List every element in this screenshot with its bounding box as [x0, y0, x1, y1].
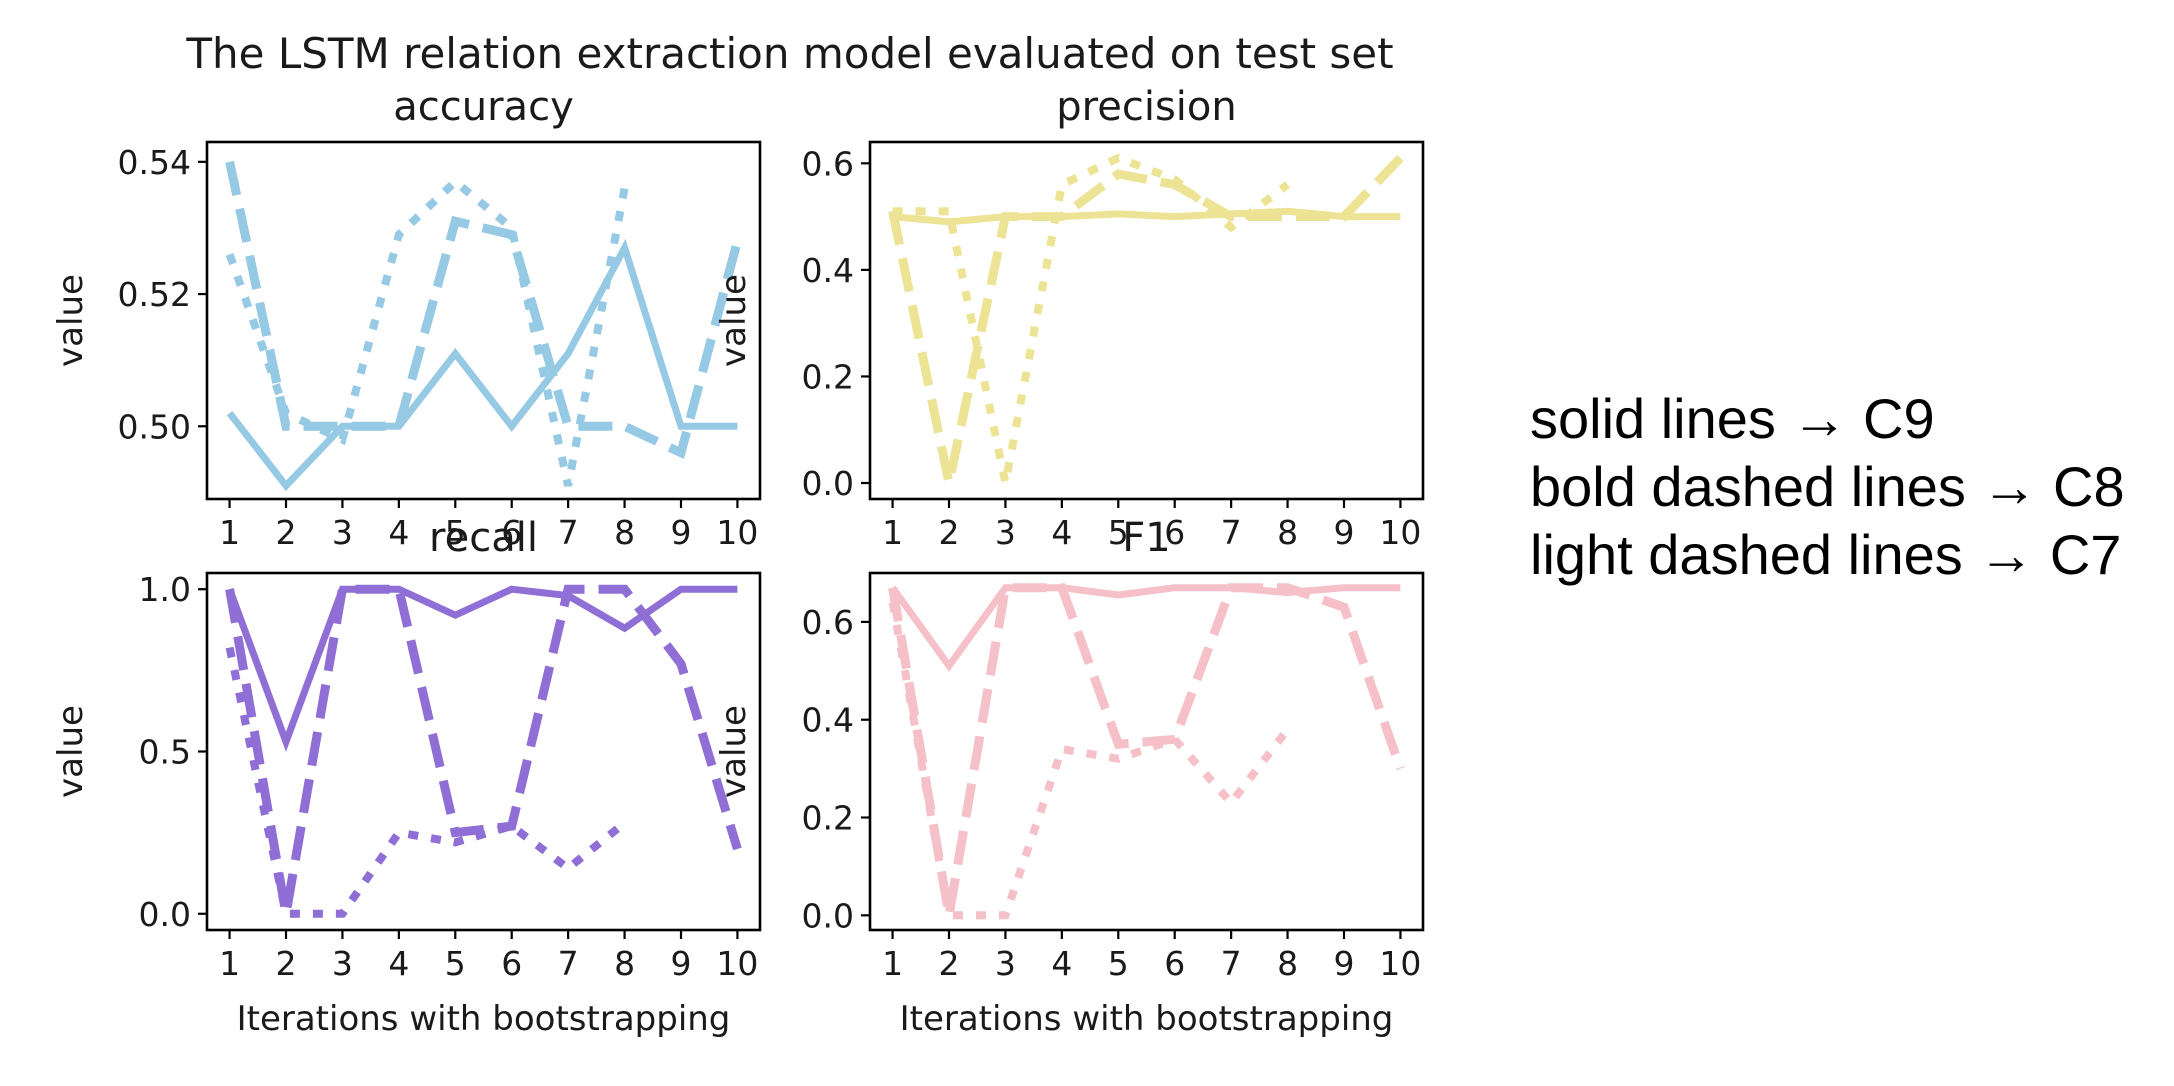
x-tick-label: 8 [614, 944, 635, 983]
y-tick-label: 0.2 [802, 357, 854, 396]
y-tick-label: 0.0 [139, 895, 191, 934]
x-tick-label: 7 [558, 944, 579, 983]
x-tick-label: 7 [558, 513, 579, 552]
y-tick-label: 0.5 [139, 733, 191, 772]
x-tick-label: 3 [332, 513, 353, 552]
legend-entry-light-dashed: light dashed lines → C7 [1530, 523, 2122, 586]
x-tick-label: 10 [716, 513, 758, 552]
y-tick-label: 1.0 [139, 570, 191, 609]
x-tick-label: 8 [1277, 513, 1298, 552]
x-tick-label: 2 [939, 944, 960, 983]
x-tick-label: 4 [1051, 513, 1072, 552]
y-tick-label: 0.4 [802, 701, 854, 740]
x-tick-label: 9 [1334, 513, 1355, 552]
y-tick-label: 0.0 [802, 896, 854, 935]
series-line-solid [226, 585, 738, 752]
x-tick-label: 3 [995, 513, 1016, 552]
x-tick-label: 5 [445, 513, 466, 552]
series-group [225, 584, 742, 918]
y-tick-label: 0.6 [802, 603, 854, 642]
x-tick-label: 1 [882, 944, 903, 983]
subplot-title: accuracy [393, 84, 573, 130]
x-tick-label: 2 [276, 513, 297, 552]
series-line-bold-dashed [888, 583, 1405, 917]
x-tick-label: 9 [671, 944, 692, 983]
x-tick-label: 8 [1277, 944, 1298, 983]
line-style-legend: solid lines → C9 bold dashed lines → C8 … [1530, 385, 2125, 589]
series-group [225, 160, 742, 492]
subplot-title: recall [429, 515, 538, 561]
x-tick-label: 1 [219, 513, 240, 552]
x-tick-label: 10 [1379, 944, 1421, 983]
y-axis-label: value [51, 274, 91, 367]
figure-title: The LSTM relation extraction model evalu… [185, 29, 1393, 78]
subplot-title: precision [1056, 84, 1236, 130]
subplot-title: F1 [1122, 515, 1170, 561]
axes-frame [205, 140, 762, 501]
subplot-precision: precision 1 2 3 4 5 6 7 8 9 10 0.0 0.2 0.4 0.6 value [714, 84, 1425, 552]
x-tick-label: 2 [276, 944, 297, 983]
x-axis-label: Iterations with bootstrapping [237, 999, 731, 1039]
x-tick-label: 7 [1221, 513, 1242, 552]
x-tick-label: 5 [445, 944, 466, 983]
x-tick-label: 3 [332, 944, 353, 983]
axes-frame [868, 140, 1425, 501]
x-tick-label: 4 [388, 513, 409, 552]
subplot-f1: F11 2 3 4 5 6 7 8 9 100.00.20.40.6valueIterations… [714, 515, 1425, 1039]
series-line-light-dashed [888, 601, 1291, 920]
series-line-solid [226, 238, 738, 492]
series-line-solid [889, 584, 1401, 672]
x-tick-label: 6 [501, 513, 522, 552]
x-axis-label: Iterations with bootstrapping [900, 999, 1394, 1039]
y-axis-label: value [714, 274, 754, 367]
x-tick-label: 5 [1108, 944, 1129, 983]
legend-entry-solid: solid lines → C9 [1530, 387, 1935, 450]
y-tick-label: 0.50 [118, 407, 191, 446]
x-tick-label: 6 [1164, 944, 1185, 983]
series-line-bold-dashed [225, 160, 742, 460]
y-tick-label: 0.0 [802, 464, 854, 503]
axes-frame [868, 571, 1425, 932]
x-tick-label: 2 [939, 513, 960, 552]
x-tick-label: 3 [995, 944, 1016, 983]
y-tick-label: 0.6 [802, 144, 854, 183]
series-line-light-dashed [225, 646, 628, 918]
x-tick-label: 6 [1164, 513, 1185, 552]
x-tick-label: 6 [501, 944, 522, 983]
x-tick-label: 10 [716, 944, 758, 983]
subplot-accuracy: accuracy 1 2 3 4 5 6 7 8 9 10 0.50 0.52 0.54 value [51, 84, 762, 552]
series-line-light-dashed [225, 176, 629, 487]
y-tick-label: 0.2 [802, 799, 854, 838]
x-tick-label: 10 [1379, 513, 1421, 552]
y-tick-label: 0.4 [802, 251, 854, 290]
series-line-bold-dashed [888, 154, 1404, 484]
x-tick-label: 1 [219, 944, 240, 983]
y-tick-label: 0.52 [118, 275, 191, 314]
y-tick-label: 0.54 [118, 143, 191, 182]
series-group [888, 153, 1404, 484]
series-group [888, 583, 1405, 920]
y-axis-label: value [51, 705, 91, 798]
x-tick-label: 4 [1051, 944, 1072, 983]
legend-entry-bold-dashed: bold dashed lines → C8 [1530, 455, 2125, 518]
x-tick-label: 1 [882, 513, 903, 552]
x-tick-label: 7 [1221, 944, 1242, 983]
series-line-bold-dashed [225, 584, 742, 915]
y-axis-label: value [714, 705, 754, 798]
x-tick-label: 5 [1108, 513, 1129, 552]
x-tick-label: 4 [388, 944, 409, 983]
series-line-light-dashed [892, 153, 1291, 484]
x-tick-label: 9 [671, 513, 692, 552]
x-tick-label: 8 [614, 513, 635, 552]
x-tick-label: 9 [1334, 944, 1355, 983]
